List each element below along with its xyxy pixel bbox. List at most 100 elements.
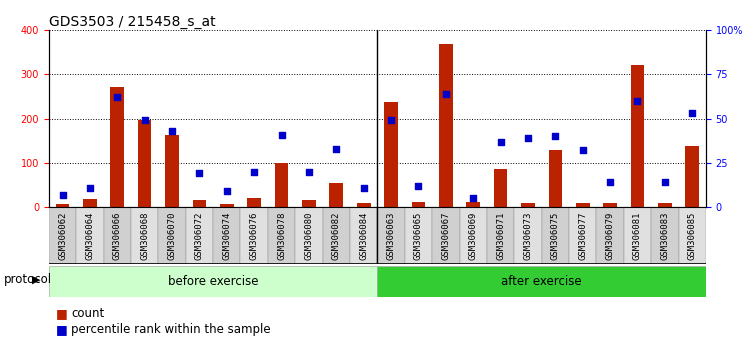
Bar	[56, 204, 69, 207]
Text: ▶: ▶	[32, 275, 41, 285]
Point	[467, 195, 479, 201]
Bar	[295, 207, 323, 264]
Bar	[576, 202, 590, 207]
Bar	[377, 207, 405, 264]
Bar	[350, 207, 377, 264]
Text: GSM306062: GSM306062	[58, 212, 67, 260]
Point	[385, 118, 397, 123]
Point	[495, 139, 507, 144]
Bar	[240, 207, 268, 264]
Bar	[487, 207, 514, 264]
Point	[194, 171, 206, 176]
Bar	[220, 204, 234, 207]
Text: GSM306084: GSM306084	[359, 212, 368, 260]
Point	[522, 135, 534, 141]
Text: GSM306069: GSM306069	[469, 212, 478, 260]
Text: GSM306078: GSM306078	[277, 212, 286, 260]
Point	[139, 118, 151, 123]
Bar	[686, 146, 699, 207]
Bar	[213, 207, 240, 264]
Text: GSM306072: GSM306072	[195, 212, 204, 260]
Bar	[493, 170, 508, 207]
Bar	[131, 207, 158, 264]
Point	[166, 128, 178, 134]
Bar	[412, 202, 425, 207]
Bar	[514, 207, 541, 264]
Bar	[521, 202, 535, 207]
Text: GSM306073: GSM306073	[523, 212, 532, 260]
Point	[221, 188, 233, 194]
Bar	[247, 198, 261, 207]
Bar	[548, 149, 562, 207]
Point	[549, 133, 561, 139]
Point	[659, 179, 671, 185]
Bar	[275, 163, 288, 207]
Bar	[330, 183, 343, 207]
Point	[303, 169, 315, 175]
Bar	[76, 207, 104, 264]
Text: GSM306083: GSM306083	[660, 212, 669, 260]
Bar	[49, 266, 377, 297]
Text: after exercise: after exercise	[502, 275, 582, 288]
Bar	[439, 44, 453, 207]
Text: protocol: protocol	[4, 273, 52, 286]
Point	[686, 110, 698, 116]
Text: GSM306064: GSM306064	[86, 212, 95, 260]
Text: GSM306074: GSM306074	[222, 212, 231, 260]
Text: GSM306071: GSM306071	[496, 212, 505, 260]
Bar	[83, 199, 97, 207]
Point	[412, 183, 424, 189]
Point	[330, 146, 342, 152]
Text: GSM306082: GSM306082	[332, 212, 341, 260]
Bar	[624, 207, 651, 264]
Text: GSM306068: GSM306068	[140, 212, 149, 260]
Point	[604, 179, 616, 185]
Point	[357, 185, 369, 190]
Bar	[603, 202, 617, 207]
Bar	[165, 135, 179, 207]
Bar	[460, 207, 487, 264]
Point	[248, 169, 260, 175]
Bar	[104, 207, 131, 264]
Text: GSM306079: GSM306079	[605, 212, 614, 260]
Bar	[323, 207, 350, 264]
Bar	[596, 207, 624, 264]
Point	[84, 185, 96, 190]
Point	[56, 192, 68, 198]
Text: GSM306065: GSM306065	[414, 212, 423, 260]
Bar	[302, 200, 315, 207]
Text: GSM306081: GSM306081	[633, 212, 642, 260]
Bar	[137, 120, 152, 207]
Bar	[679, 207, 706, 264]
Bar	[268, 207, 295, 264]
Text: count: count	[71, 307, 104, 320]
Text: GSM306076: GSM306076	[249, 212, 258, 260]
Text: GDS3503 / 215458_s_at: GDS3503 / 215458_s_at	[49, 15, 216, 29]
Point	[632, 98, 644, 104]
Text: GSM306067: GSM306067	[442, 212, 451, 260]
Bar	[158, 207, 185, 264]
Bar	[569, 207, 596, 264]
Text: GSM306075: GSM306075	[550, 212, 559, 260]
Text: GSM306080: GSM306080	[304, 212, 313, 260]
Text: ■: ■	[56, 323, 68, 336]
Bar	[631, 65, 644, 207]
Bar	[185, 207, 213, 264]
Text: before exercise: before exercise	[167, 275, 258, 288]
Bar	[49, 207, 76, 264]
Bar	[377, 266, 706, 297]
Text: GSM306085: GSM306085	[688, 212, 697, 260]
Text: GSM306066: GSM306066	[113, 212, 122, 260]
Bar	[385, 102, 398, 207]
Bar	[357, 202, 370, 207]
Text: GSM306063: GSM306063	[387, 212, 396, 260]
Point	[111, 95, 123, 100]
Point	[440, 91, 452, 97]
Text: GSM306077: GSM306077	[578, 212, 587, 260]
Text: ■: ■	[56, 307, 68, 320]
Bar	[658, 202, 671, 207]
Bar	[432, 207, 460, 264]
Text: GSM306070: GSM306070	[167, 212, 176, 260]
Bar	[466, 202, 480, 207]
Bar	[651, 207, 679, 264]
